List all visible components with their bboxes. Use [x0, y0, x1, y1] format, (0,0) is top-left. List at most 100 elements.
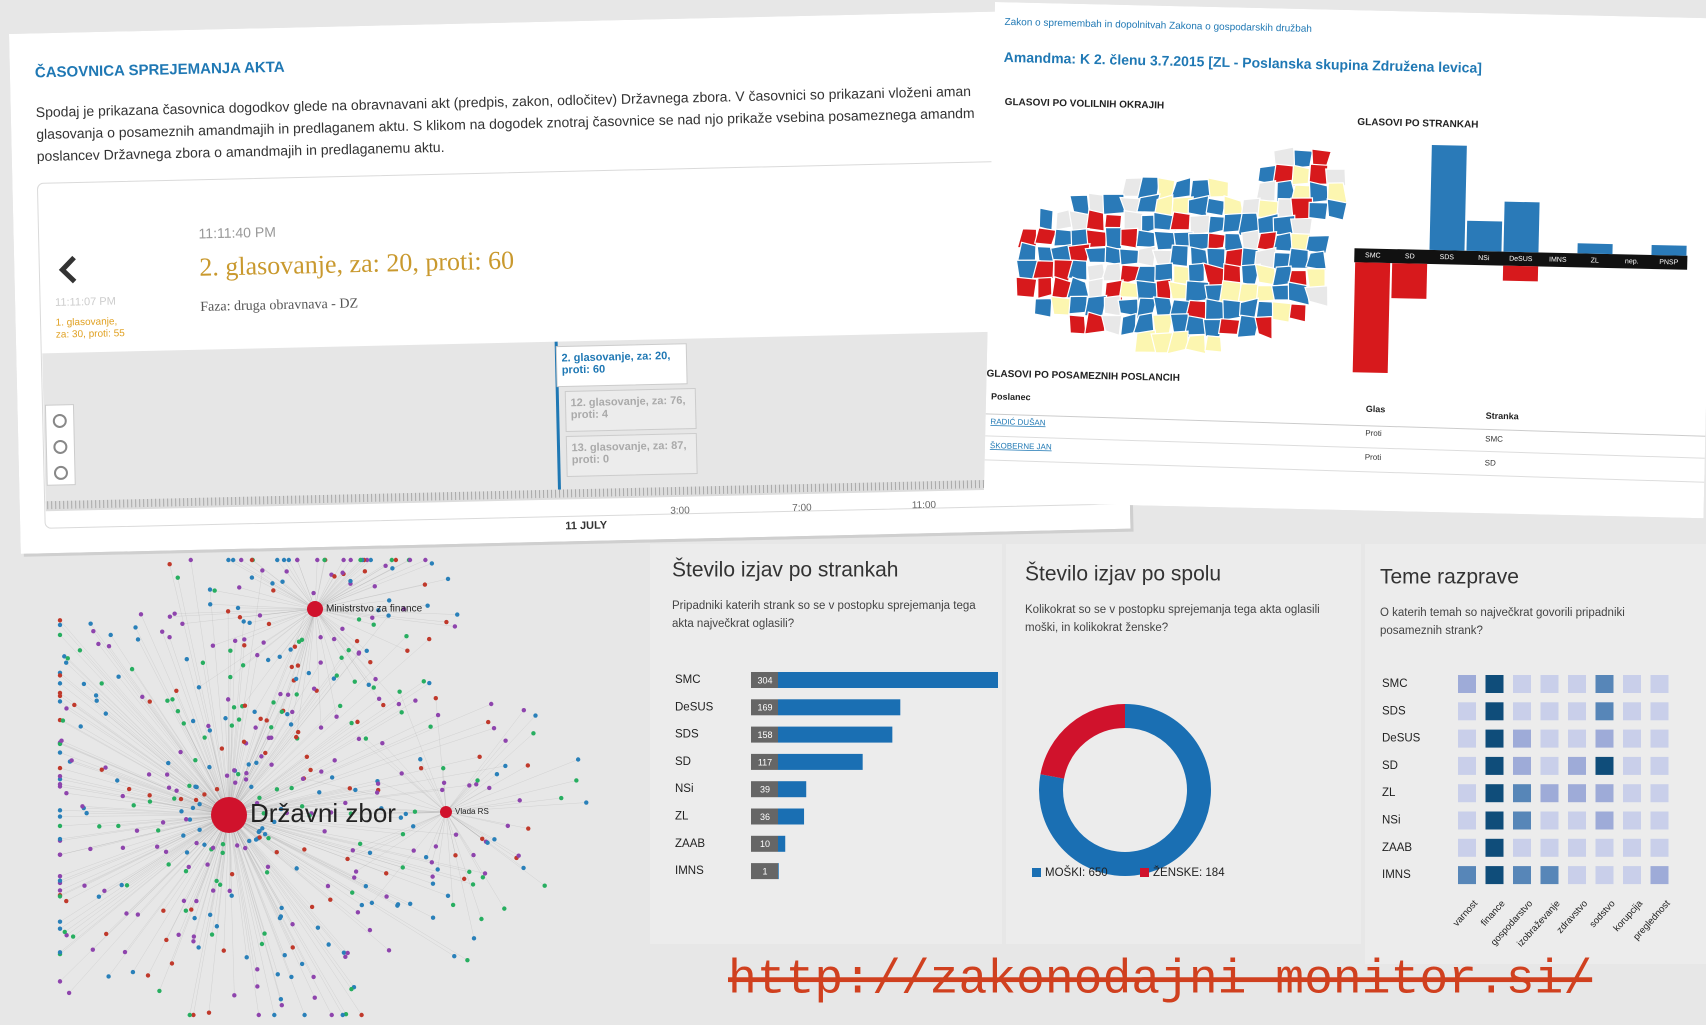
network-node[interactable]: [167, 635, 171, 639]
map-district[interactable]: [1155, 263, 1173, 282]
network-node[interactable]: [135, 828, 139, 832]
network-node[interactable]: [372, 685, 376, 689]
network-node[interactable]: [255, 653, 259, 657]
network-node[interactable]: [167, 786, 171, 790]
network-node[interactable]: [58, 681, 62, 685]
network-node[interactable]: [531, 731, 535, 735]
network-node[interactable]: [230, 872, 234, 876]
network-node[interactable]: [123, 950, 127, 954]
network-node[interactable]: [161, 820, 165, 824]
map-district[interactable]: [1208, 233, 1225, 250]
network-node[interactable]: [235, 843, 239, 847]
network-node[interactable]: [255, 984, 259, 988]
network-node[interactable]: [474, 782, 478, 786]
network-node[interactable]: [297, 640, 301, 644]
network-node[interactable]: [148, 799, 152, 803]
network-node[interactable]: [241, 619, 245, 623]
network-node[interactable]: [127, 787, 131, 791]
network-node[interactable]: [107, 644, 111, 648]
network-node[interactable]: [257, 1013, 261, 1017]
network-node[interactable]: [58, 774, 62, 778]
map-district[interactable]: [1102, 194, 1125, 215]
network-node[interactable]: [80, 804, 84, 808]
network-node[interactable]: [427, 681, 431, 685]
network-node[interactable]: [290, 922, 294, 926]
network-node[interactable]: [526, 826, 530, 830]
network-node[interactable]: [121, 794, 125, 798]
network-node[interactable]: [172, 796, 176, 800]
network-node[interactable]: [166, 761, 170, 765]
network-node[interactable]: [518, 798, 522, 802]
network-node[interactable]: [72, 703, 76, 707]
map-district[interactable]: [1272, 302, 1291, 322]
network-node[interactable]: [290, 710, 294, 714]
network-node[interactable]: [278, 655, 282, 659]
map-district[interactable]: [1119, 249, 1139, 265]
network-node[interactable]: [64, 706, 68, 710]
network-node[interactable]: [380, 741, 384, 745]
network-node[interactable]: [296, 663, 300, 667]
network-node[interactable]: [230, 723, 234, 727]
network-node[interactable]: [480, 837, 484, 841]
network-node[interactable]: [247, 621, 251, 625]
network-node[interactable]: [368, 928, 372, 932]
network-node[interactable]: [467, 870, 471, 874]
network-node[interactable]: [418, 757, 422, 761]
network-node[interactable]: [441, 766, 445, 770]
network-node[interactable]: [241, 663, 245, 667]
network-node[interactable]: [310, 905, 314, 909]
network-node[interactable]: [182, 721, 186, 725]
network-node[interactable]: [479, 917, 483, 921]
network-node[interactable]: [419, 766, 423, 770]
network-node[interactable]: [574, 778, 578, 782]
network-node[interactable]: [211, 846, 215, 850]
network-node[interactable]: [477, 755, 481, 759]
network-node[interactable]: [401, 832, 405, 836]
network-node[interactable]: [212, 588, 216, 592]
network-node[interactable]: [208, 602, 212, 606]
network-node[interactable]: [252, 710, 256, 714]
network-node[interactable]: [353, 788, 357, 792]
network-node[interactable]: [455, 612, 459, 616]
network-node[interactable]: [79, 724, 83, 728]
network-node[interactable]: [275, 850, 279, 854]
network-node[interactable]: [465, 958, 469, 962]
network-node[interactable]: [221, 851, 225, 855]
network-node[interactable]: [502, 906, 506, 910]
hub-node[interactable]: [440, 806, 452, 818]
network-node[interactable]: [130, 667, 134, 671]
network-node[interactable]: [526, 763, 530, 767]
network-node[interactable]: [185, 657, 189, 661]
network-node[interactable]: [266, 836, 270, 840]
network-node[interactable]: [58, 853, 62, 857]
network-node[interactable]: [181, 833, 185, 837]
network-node[interactable]: [207, 1010, 211, 1014]
network-node[interactable]: [64, 661, 68, 665]
network-node[interactable]: [237, 585, 241, 589]
network-node[interactable]: [516, 853, 520, 857]
network-node[interactable]: [147, 793, 151, 797]
network-node[interactable]: [278, 692, 282, 696]
network-node[interactable]: [322, 829, 326, 833]
network-node[interactable]: [384, 871, 388, 875]
network-node[interactable]: [401, 865, 405, 869]
network-node[interactable]: [97, 824, 101, 828]
network-node[interactable]: [492, 837, 496, 841]
network-node[interactable]: [289, 975, 293, 979]
network-node[interactable]: [161, 909, 165, 913]
network-node[interactable]: [197, 828, 201, 832]
network-node[interactable]: [160, 629, 164, 633]
network-node[interactable]: [434, 844, 438, 848]
network-node[interactable]: [283, 953, 287, 957]
network-node[interactable]: [88, 847, 92, 851]
network-node[interactable]: [82, 682, 86, 686]
network-node[interactable]: [279, 914, 283, 918]
network-node[interactable]: [322, 558, 326, 562]
network-node[interactable]: [269, 725, 273, 729]
network-node[interactable]: [188, 1013, 192, 1017]
network-node[interactable]: [100, 768, 104, 772]
network-node[interactable]: [109, 633, 113, 637]
network-node[interactable]: [242, 740, 246, 744]
network-node[interactable]: [296, 730, 300, 734]
network-node[interactable]: [192, 916, 196, 920]
